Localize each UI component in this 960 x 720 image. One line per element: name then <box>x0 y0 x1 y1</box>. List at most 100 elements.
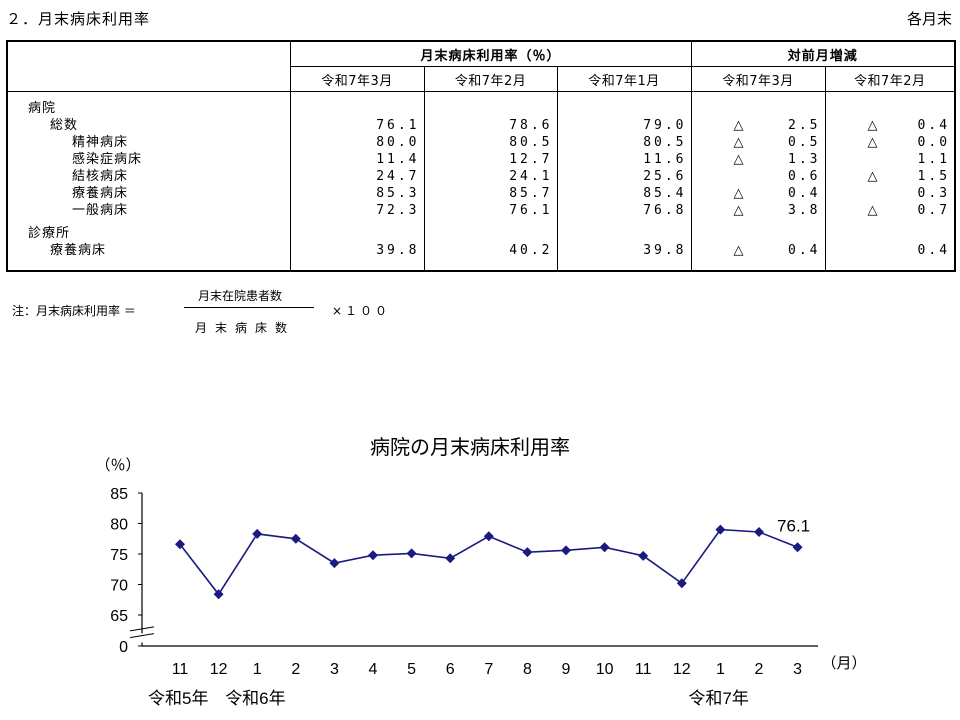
data-point <box>599 542 610 553</box>
diff-value: 0.3 <box>917 186 951 201</box>
unit-note: 各月末 <box>906 10 952 28</box>
value-cell: 76.1 <box>376 118 420 133</box>
diff-cell: △ 3.8 <box>692 202 825 219</box>
x-tick-label: 3 <box>330 661 339 678</box>
x-tick-label: 1 <box>253 661 262 678</box>
values-column: 79.0 80.5 11.6 25.6 85.4 76.8 39.8 <box>558 92 691 259</box>
data-point <box>483 531 494 542</box>
empty-cell <box>558 100 691 117</box>
diff-value: 0.7 <box>917 203 951 218</box>
data-point <box>561 545 571 556</box>
decrease-triangle-icon: △ <box>867 135 878 150</box>
empty-cell <box>558 225 691 242</box>
row-label: 療養病床 <box>72 186 129 201</box>
axis-break-mark <box>129 626 155 632</box>
row-label: 療養病床 <box>50 243 107 258</box>
y-tick-label: 75 <box>110 547 128 564</box>
formula-fraction-line <box>184 307 314 308</box>
x-tick-label: 6 <box>446 661 455 678</box>
x-tick-label: 3 <box>793 661 802 678</box>
data-point <box>638 550 649 561</box>
value-cell: 39.8 <box>376 243 420 258</box>
x-tick-label: 9 <box>562 661 571 678</box>
empty-cell <box>692 225 825 242</box>
diff-value: 0.4 <box>788 243 821 258</box>
y-tick-label: 0 <box>119 639 128 656</box>
diff-cell: △ 2.5 <box>692 117 825 134</box>
value-cell: 80.5 <box>643 135 687 150</box>
value-cell: 80.0 <box>376 135 420 150</box>
diff-cell: △ 0.4 <box>692 242 825 259</box>
diff-value: 0.4 <box>788 186 821 201</box>
x-tick-label: 1 <box>716 661 725 678</box>
era-labels: 令和5年 令和6年 令和7年 <box>148 689 749 708</box>
value-cell: 85.4 <box>643 186 687 201</box>
empty-cell <box>291 100 424 117</box>
diff-cell: 1.1 <box>826 151 955 168</box>
era-label: 令和6年 <box>225 689 285 708</box>
value-cell: 39.8 <box>643 243 687 258</box>
row-label: 感染症病床 <box>72 152 143 167</box>
bed-utilization-table: 月末病床利用率（％） 対前月増減 令和7年3月 令和7年2月 令和7年1月 令和… <box>6 40 957 272</box>
data-point <box>175 539 185 550</box>
empty-cell <box>826 225 955 242</box>
data-point <box>252 528 263 539</box>
value-cell: 78.6 <box>509 118 553 133</box>
value-cell: 24.1 <box>509 169 553 184</box>
chart-title: 病院の月末病床利用率 <box>370 436 570 459</box>
value-cell: 11.6 <box>643 152 687 167</box>
diff-value: 0.4 <box>917 118 951 133</box>
diff-value: 0.6 <box>788 169 821 184</box>
x-tick-label: 2 <box>291 661 300 678</box>
x-tick-label: 5 <box>407 661 416 678</box>
era-label: 令和7年 <box>688 689 748 708</box>
data-point <box>754 527 764 538</box>
y-tick-label: 65 <box>110 608 128 625</box>
data-point <box>676 578 687 589</box>
diffs-column: △ 0.4 △ 0.0 1.1 △ 1.5 0.3 △ 0.7 0.4 <box>826 92 955 259</box>
values-cell: 79.0 80.5 11.6 25.6 85.4 76.8 39.8 <box>556 91 692 271</box>
row-label: 総数 <box>50 118 79 133</box>
decrease-triangle-icon: △ <box>733 118 744 133</box>
era-label: 令和5年 <box>148 689 208 708</box>
data-point <box>368 550 378 561</box>
diff-cell: △ 0.0 <box>826 134 955 151</box>
section-heading: 病院 <box>28 101 57 116</box>
data-point <box>406 548 417 559</box>
formula-denominator: 月末病床数 <box>195 321 296 335</box>
x-tick-labels: 11 12 1 2 3 4 5 6 7 8 9 10 11 12 1 2 3 <box>172 661 802 678</box>
empty-cell <box>425 225 557 242</box>
values-cell: 78.6 80.5 12.7 24.1 85.7 76.1 40.2 <box>423 91 557 271</box>
diff-value: 3.8 <box>788 203 821 218</box>
data-point <box>715 524 726 535</box>
diff-cell: △ 1.3 <box>692 151 825 168</box>
value-cell: 25.6 <box>643 169 687 184</box>
data-point <box>329 558 340 569</box>
x-tick-label: 11 <box>172 661 189 678</box>
column-header: 令和7年1月 <box>556 66 692 92</box>
diff-cell: △ 0.4 <box>826 117 955 134</box>
diffs-cell: △ 2.5 △ 0.5 △ 1.3 0.6 △ 0.4 △ 3.8 △ 0.4 <box>690 91 826 271</box>
diff-cell: △ 0.7 <box>826 202 955 219</box>
empty-cell <box>291 225 424 242</box>
decrease-triangle-icon: △ <box>867 203 878 218</box>
diff-value: 2.5 <box>788 118 821 133</box>
x-tick-label: 12 <box>673 661 691 678</box>
x-tick-label: 4 <box>369 661 378 678</box>
data-point <box>213 589 224 600</box>
column-header: 令和7年2月 <box>824 66 956 92</box>
decrease-triangle-icon: △ <box>733 135 744 150</box>
decrease-triangle-icon: △ <box>733 152 744 167</box>
diff-value: 0.5 <box>788 135 821 150</box>
decrease-triangle-icon: △ <box>733 203 744 218</box>
diff-cell: △ 1.5 <box>826 168 955 185</box>
row-label: 精神病床 <box>72 135 129 150</box>
values-column: 76.1 80.0 11.4 24.7 85.3 72.3 39.8 <box>291 92 424 259</box>
diffs-column: △ 2.5 △ 0.5 △ 1.3 0.6 △ 0.4 △ 3.8 △ 0.4 <box>692 92 825 259</box>
y-tick-labels: 85 80 75 70 65 0 <box>110 486 128 656</box>
formula-numerator: 月末在院患者数 <box>198 289 283 303</box>
value-cell: 12.7 <box>509 152 553 167</box>
diff-cell: 0.3 <box>826 185 955 202</box>
x-tick-label: 11 <box>635 661 652 678</box>
